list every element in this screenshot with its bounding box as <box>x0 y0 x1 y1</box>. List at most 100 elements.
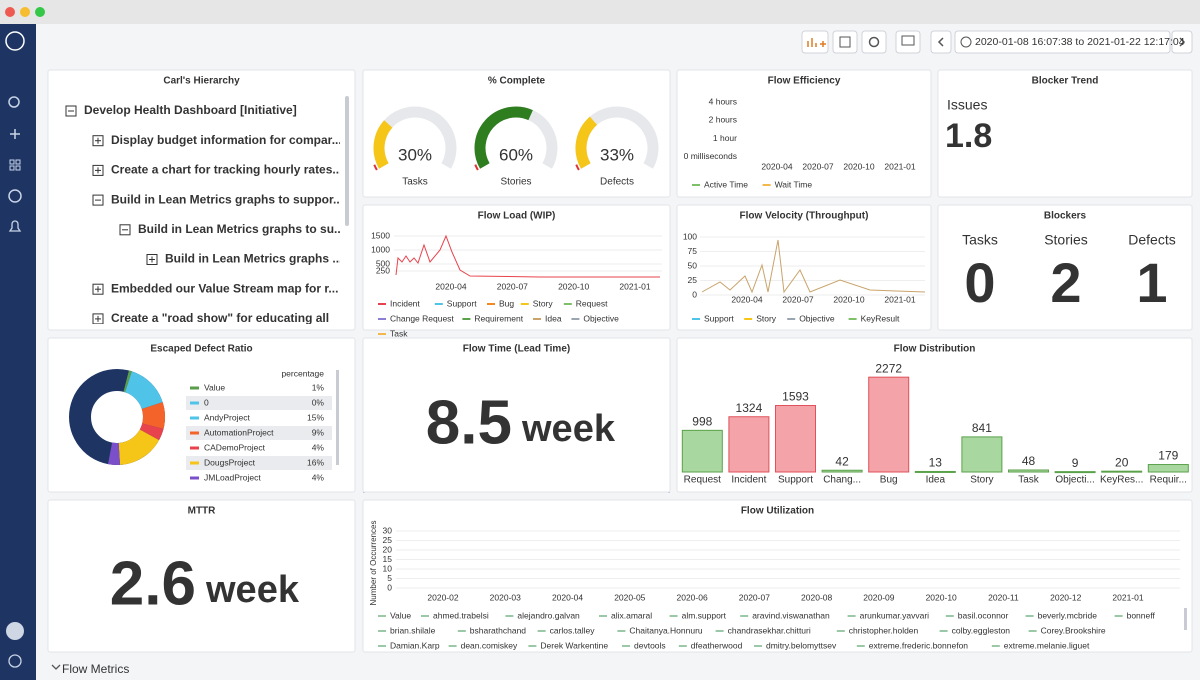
legend-item[interactable]: alm.support <box>682 610 727 620</box>
save-button[interactable] <box>832 30 858 54</box>
legend-item[interactable]: Gangadhar.ReddyAcutla <box>573 655 666 665</box>
user-avatar[interactable] <box>6 622 24 640</box>
panel-title: % Complete <box>488 76 546 87</box>
y-tick-label: 25 <box>688 275 698 285</box>
legend-item[interactable]: Objective <box>583 313 619 323</box>
legend-item[interactable]: extreme.melanie.liguet <box>1004 640 1090 650</box>
x-tick-label: 2020-08 <box>801 592 832 602</box>
legend-item[interactable]: Objective <box>799 313 835 323</box>
time-picker[interactable] <box>954 30 1171 54</box>
panel-title: MTTR <box>188 506 217 517</box>
x-tick-label: 2020-04 <box>761 161 792 171</box>
settings-button[interactable] <box>861 30 887 54</box>
y-tick-label: 2 hours <box>709 115 737 125</box>
legend-item[interactable]: brian.shilale <box>390 625 436 635</box>
legend-item[interactable]: bsharathchand <box>470 625 527 635</box>
row-name: JMLoadProject <box>204 472 261 482</box>
browser-bar <box>0 0 1200 24</box>
legend-item[interactable]: chandrasekhar.chitturi <box>728 625 811 635</box>
help-icon[interactable] <box>8 654 22 668</box>
logo[interactable] <box>5 31 25 51</box>
add-icon[interactable] <box>10 129 20 139</box>
legend-item[interactable]: Request <box>576 298 608 308</box>
section-title[interactable]: Flow Metrics <box>62 662 129 676</box>
legend-item[interactable]: Derek Warkentine <box>540 640 608 650</box>
legend-item[interactable]: arunkumar.yavvari <box>860 610 930 620</box>
legend-item[interactable]: Value <box>390 610 411 620</box>
legend-item[interactable]: Chaitanya.Honnuru <box>629 625 703 635</box>
tree-item[interactable]: Create a "road show" for educating all <box>111 311 329 325</box>
legend-item[interactable]: alejandro.galvan <box>517 610 580 620</box>
tree-item[interactable]: Create a chart for tracking hourly rates… <box>111 163 342 177</box>
legend-item[interactable]: basil.oconnor <box>958 610 1009 620</box>
legend-item[interactable]: dfeatherwood <box>691 640 743 650</box>
collapse-chevron[interactable] <box>51 664 61 670</box>
tree-item[interactable]: Build in Lean Metrics graphs to su... <box>138 222 344 236</box>
legend-item[interactable]: ahmed.trabelsi <box>433 610 489 620</box>
legend-item[interactable]: Wait Time <box>775 179 813 189</box>
x-tick-label: Requir... <box>1150 475 1187 486</box>
legend-item[interactable]: dmitry.belomyttsev <box>766 640 837 650</box>
legend-item[interactable]: colby.eggleston <box>952 625 1011 635</box>
blocker-label: Tasks <box>962 232 998 248</box>
time-range[interactable]: 2020-01-08 16:07:38 to 2021-01-22 12:17:… <box>975 36 1185 48</box>
window-minimize[interactable] <box>20 7 30 17</box>
bar-value-label: 998 <box>692 415 712 429</box>
panel <box>676 204 932 331</box>
legend-item[interactable]: Story <box>756 313 777 323</box>
tree-item[interactable]: Display budget information for compar... <box>111 133 342 147</box>
legend-item[interactable]: Incident <box>390 298 420 308</box>
panel <box>362 69 671 198</box>
donut-segment <box>124 371 163 410</box>
x-tick-label: 2020-12 <box>1050 592 1081 602</box>
legend-item[interactable]: devtools <box>634 640 666 650</box>
scrollbar <box>345 96 349 226</box>
x-tick-label: 2020-10 <box>926 592 957 602</box>
window-close[interactable] <box>5 7 15 17</box>
legend-item[interactable]: Idea <box>545 313 562 323</box>
time-forward-button[interactable] <box>1171 30 1193 54</box>
tree-item[interactable]: Develop Health Dashboard [Initiative] <box>84 103 297 117</box>
save-icon <box>839 36 851 48</box>
legend-item[interactable]: dean.comiskey <box>461 640 518 650</box>
legend-item[interactable]: beverly.mcbride <box>1038 610 1098 620</box>
search-icon[interactable] <box>8 96 20 108</box>
legend-item[interactable]: Support <box>447 298 477 308</box>
row-value: 15% <box>307 412 324 422</box>
legend-item[interactable]: aravind.viswanathan <box>752 610 830 620</box>
legend-item[interactable]: ferdinaxavier.edwinxavier <box>390 655 486 665</box>
tree-item[interactable]: Build in Lean Metrics graphs ... <box>165 252 342 266</box>
legend-item[interactable]: KeyResult <box>861 313 900 323</box>
tree-item[interactable]: Embedded our Value Stream map for r... <box>111 281 338 295</box>
legend-item[interactable]: Damian.Karp <box>390 640 440 650</box>
legend-item[interactable]: Active Time <box>704 179 748 189</box>
explore-icon[interactable] <box>8 189 22 203</box>
legend-item[interactable]: Support <box>704 313 734 323</box>
legend-item[interactable]: Corey.Brookshire <box>1041 625 1106 635</box>
legend-item[interactable]: extreme.frederic.bonnefon <box>869 640 968 650</box>
legend-item[interactable]: bonneff <box>1127 610 1156 620</box>
add-panel-button[interactable] <box>801 30 829 54</box>
row-value: 0% <box>312 397 325 407</box>
x-tick-label: 2021-01 <box>619 281 650 291</box>
time-back-button[interactable] <box>930 30 952 54</box>
legend-item[interactable]: Story <box>533 298 554 308</box>
legend-item[interactable]: christopher.holden <box>849 625 919 635</box>
legend-item[interactable]: ffavid <box>525 655 545 665</box>
legend-item[interactable]: Requirement <box>474 313 523 323</box>
donut-segment <box>117 428 160 465</box>
kpi-unit: week <box>521 408 616 450</box>
legend-item[interactable]: Bug <box>499 298 514 308</box>
window-maximize[interactable] <box>35 7 45 17</box>
legend-item[interactable]: Task <box>390 328 408 338</box>
alerts-icon[interactable] <box>8 220 22 232</box>
dashboards-icon[interactable] <box>9 159 21 171</box>
legend-item[interactable]: carlos.talley <box>550 625 596 635</box>
scrollbar <box>1184 608 1187 630</box>
tree-item[interactable]: Build in Lean Metrics graphs to suppor..… <box>111 192 343 206</box>
view-mode-button[interactable] <box>895 30 921 54</box>
legend-item[interactable]: Change Request <box>390 313 454 323</box>
bar <box>961 436 1003 473</box>
x-tick-label: 2020-07 <box>802 161 833 171</box>
legend-item[interactable]: alix.amaral <box>611 610 652 620</box>
